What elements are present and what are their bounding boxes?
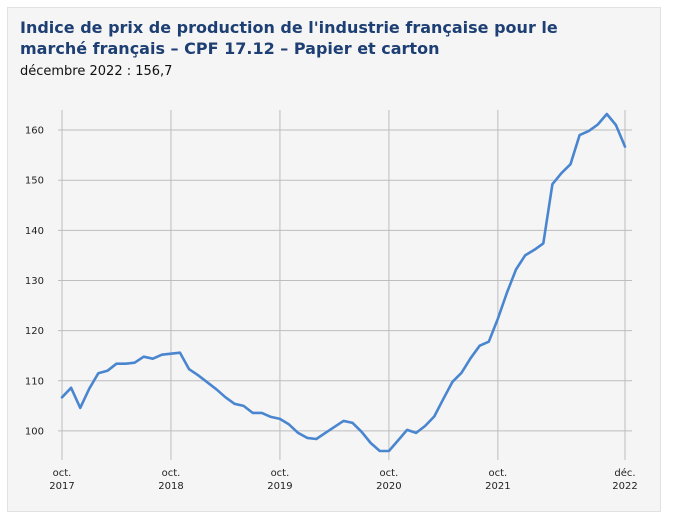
x-tick-label-month: oct. [271, 468, 290, 479]
chart-title: Indice de prix de production de l'indust… [20, 18, 558, 58]
y-tick-label: 140 [25, 226, 44, 237]
y-tick-label: 160 [25, 126, 44, 137]
grid-lines [58, 110, 632, 460]
x-tick-label-month: oct. [162, 468, 181, 479]
y-tick-label: 120 [25, 326, 44, 337]
y-tick-label: 130 [25, 276, 44, 287]
chart-subtitle: décembre 2022 : 156,7 [20, 64, 173, 79]
y-axis-ticks: 100 110 120 130 140 150 160 [25, 126, 44, 438]
x-tick-label-month: déc. [614, 467, 635, 479]
y-tick-label: 100 [25, 426, 44, 437]
x-tick-label-year: 2022 [612, 481, 637, 492]
x-tick-label-month: oct. [53, 468, 72, 479]
y-tick-label: 150 [25, 176, 44, 187]
x-tick-label-year: 2018 [158, 481, 183, 492]
x-tick-label-year: 2019 [267, 481, 292, 492]
x-axis-ticks: oct. 2017 oct. 2018 oct. 2019 oct. 2020 oct. 2021… [49, 467, 637, 492]
y-tick-label: 110 [25, 376, 44, 387]
x-tick-label-year: 2017 [49, 481, 74, 492]
x-tick-label-month: oct. [380, 468, 399, 479]
series-line [60, 112, 627, 453]
x-tick-label-month: oct. [489, 468, 508, 479]
x-tick-label-year: 2021 [485, 481, 510, 492]
x-tick-label-year: 2020 [376, 481, 401, 492]
